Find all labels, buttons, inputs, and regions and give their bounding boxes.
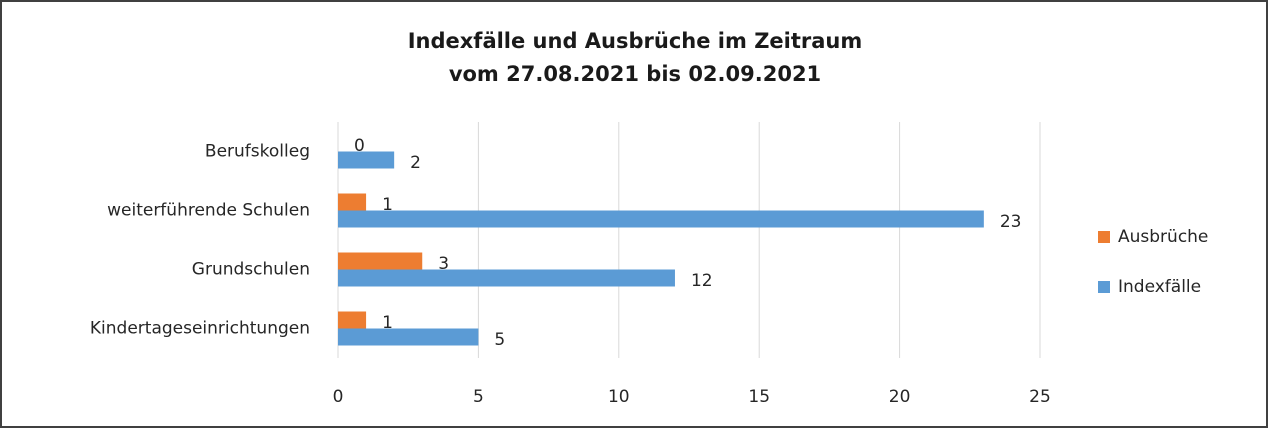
y-tick-label: weiterführende Schulen [107, 201, 310, 221]
chart-title: Indexfälle und Ausbrüche im Zeitraum [408, 29, 863, 53]
y-tick-label: Grundschulen [192, 260, 310, 280]
chart-title: vom 27.08.2021 bis 02.09.2021 [449, 62, 821, 86]
data-label: 12 [691, 271, 713, 291]
x-tick-label: 0 [333, 387, 344, 407]
x-tick-label: 20 [889, 387, 911, 407]
x-tick-label: 10 [608, 387, 630, 407]
data-label: 23 [1000, 212, 1022, 232]
bar [338, 210, 984, 228]
bar [338, 269, 675, 287]
legend-label: Ausbrüche [1118, 227, 1208, 247]
bar [338, 252, 423, 270]
y-tick-label: Kindertageseinrichtungen [90, 319, 310, 339]
x-tick-label: 5 [473, 387, 484, 407]
data-label: 0 [354, 136, 365, 156]
x-tick-label: 15 [748, 387, 770, 407]
data-label: 1 [382, 195, 393, 215]
data-label: 2 [410, 153, 421, 173]
legend-swatch [1098, 231, 1110, 243]
data-label: 3 [438, 254, 449, 274]
bar [338, 193, 367, 211]
legend-swatch [1098, 281, 1110, 293]
y-tick-label: Berufskolleg [205, 142, 310, 162]
bar [338, 151, 395, 169]
x-tick-label: 25 [1029, 387, 1051, 407]
data-label: 5 [494, 330, 505, 350]
bar [338, 328, 479, 346]
legend-label: Indexfälle [1118, 277, 1201, 297]
data-label: 1 [382, 313, 393, 333]
bar [338, 311, 367, 329]
